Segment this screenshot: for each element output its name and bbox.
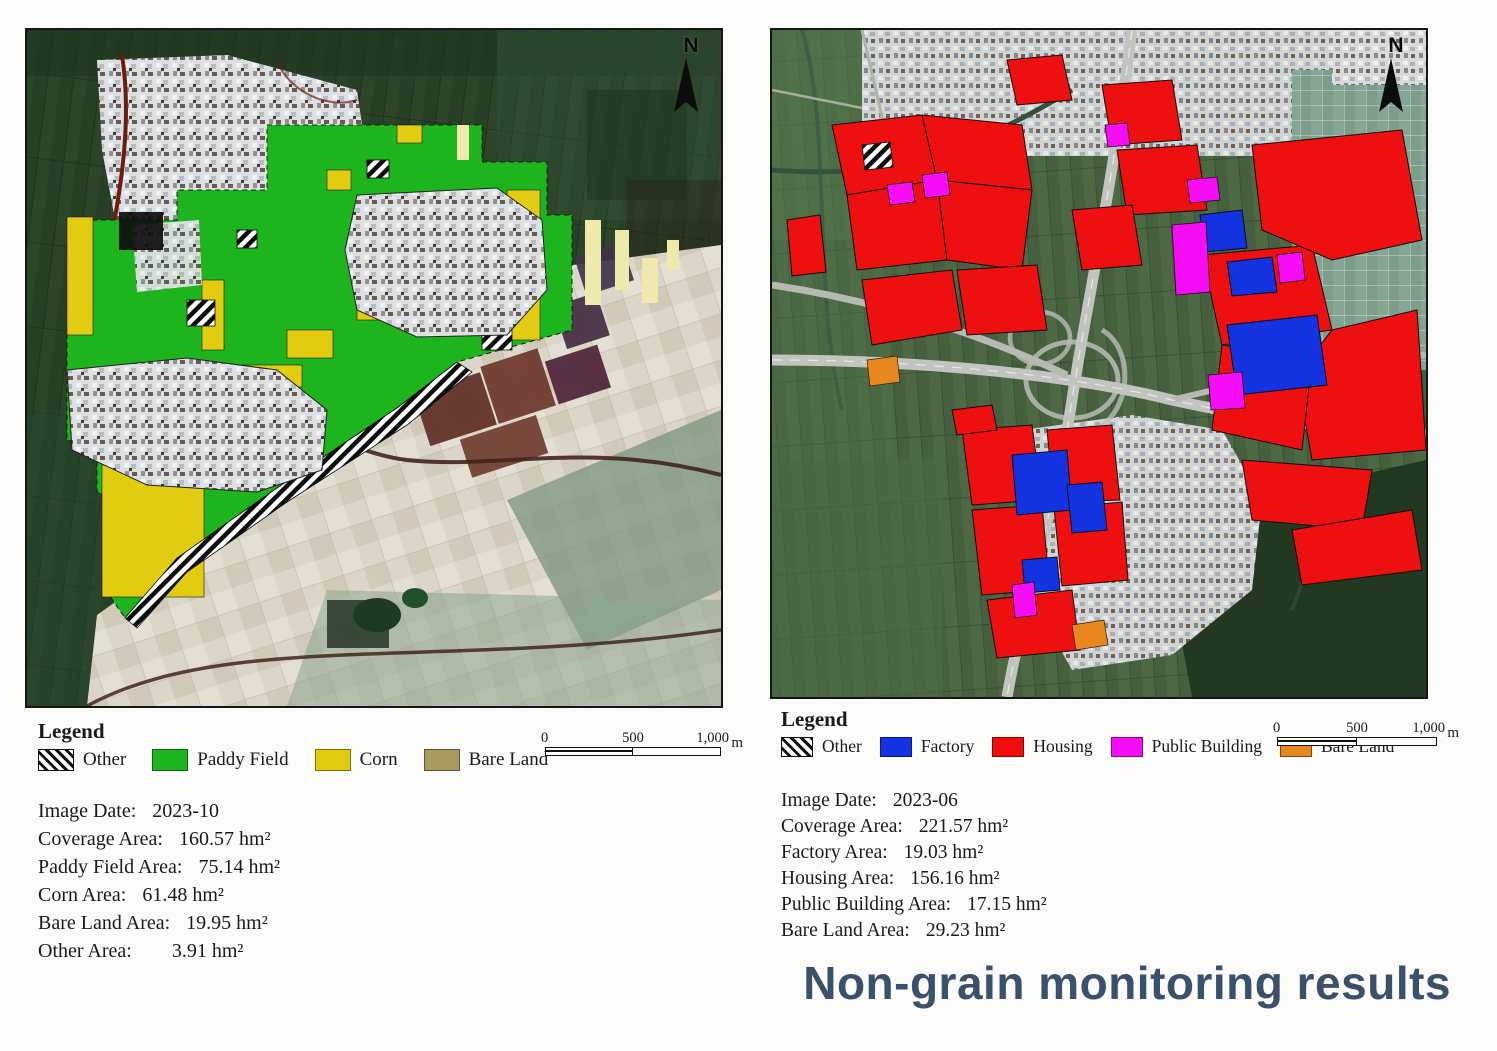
- bare-land-swatch: [423, 749, 460, 771]
- housing-swatch: [992, 736, 1025, 757]
- north-label: N: [1388, 34, 1404, 57]
- left-stats: Image Date: 2023-10 Coverage Area: 160.57 …: [38, 797, 280, 965]
- village-area: [66, 357, 328, 493]
- legend-item-public-building: Public Building: [1110, 736, 1262, 757]
- scale-unit-label: m: [731, 735, 743, 751]
- scale-start-label: 0: [1273, 720, 1281, 736]
- other-swatch: [781, 736, 813, 757]
- village-area: [344, 187, 548, 338]
- other-overlay: [861, 141, 894, 171]
- scale-end-label: 1,000: [696, 730, 729, 746]
- legend-label: Corn: [359, 749, 398, 770]
- scale-mid-label: 500: [622, 730, 644, 746]
- legend-item-factory: Factory: [879, 736, 975, 757]
- factory-overlay: [1011, 209, 1328, 594]
- legend-label: Other: [822, 736, 862, 756]
- legend-label: Housing: [1033, 736, 1093, 756]
- paddy-field-swatch: [152, 749, 189, 771]
- legend-label: Factory: [920, 736, 975, 756]
- bare-land-overlay: [866, 355, 1109, 651]
- stat-row: Public Building Area: 17.15 hm²: [781, 894, 1047, 915]
- page-title: Non-grain monitoring results: [803, 957, 1451, 1009]
- left-legend-title: Legend: [38, 719, 105, 743]
- legend-item-bare-land: Bare Land: [423, 749, 549, 771]
- right-stats: Image Date: 2023-06 Coverage Area: 221.57 …: [781, 788, 1047, 944]
- right-satellite-image: [772, 30, 1426, 697]
- north-arrow-icon: [1379, 58, 1403, 112]
- stat-row: Bare Land Area: 29.23 hm²: [781, 920, 1006, 941]
- stat-row: Bare Land Area: 19.95 hm²: [38, 912, 268, 934]
- other-swatch: [38, 749, 74, 771]
- scale-mid-label: 500: [1346, 720, 1368, 736]
- left-map: N: [25, 28, 723, 708]
- stat-row: Corn Area: 61.48 hm²: [38, 884, 224, 906]
- left-legend: Other Paddy Field Corn Bare Land: [38, 749, 574, 771]
- stat-row: Housing Area: 156.16 hm²: [781, 868, 1000, 889]
- legend-label: Public Building: [1151, 736, 1262, 756]
- stat-row: Image Date: 2023-10: [38, 800, 219, 822]
- left-scale-bar: 0 500 1,000 m: [541, 729, 743, 756]
- stat-row: Other Area: 3.91 hm²: [38, 940, 244, 962]
- stat-row: Paddy Field Area: 75.14 hm²: [38, 856, 280, 878]
- left-satellite-image: [27, 30, 721, 706]
- factory-swatch: [879, 736, 912, 757]
- north-arrow: N: [673, 34, 709, 114]
- right-map: N: [770, 28, 1428, 699]
- legend-label: Paddy Field: [197, 749, 289, 770]
- north-label: N: [683, 34, 699, 57]
- legend-item-housing: Housing: [992, 736, 1093, 757]
- stat-row: Coverage Area: 221.57 hm²: [781, 816, 1009, 837]
- legend-label: Other: [83, 749, 127, 770]
- legend-item-other: Other: [781, 736, 862, 757]
- right-scale-bar: 0 500 1,000 m: [1273, 719, 1459, 746]
- scale-unit-label: m: [1447, 725, 1459, 741]
- stat-row: Image Date: 2023-06: [781, 790, 958, 811]
- stat-row: Coverage Area: 160.57 hm²: [38, 828, 271, 850]
- north-arrow-icon: [674, 58, 698, 112]
- scale-end-label: 1,000: [1412, 720, 1445, 736]
- scale-start-label: 0: [541, 730, 549, 746]
- legend-item-corn: Corn: [314, 749, 398, 771]
- stat-row: Factory Area: 19.03 hm²: [781, 842, 984, 863]
- corn-swatch: [314, 749, 351, 771]
- legend-item-paddy-field: Paddy Field: [152, 749, 289, 771]
- north-arrow: N: [1378, 34, 1414, 114]
- public-building-swatch: [1110, 736, 1143, 757]
- legend-item-other: Other: [38, 749, 126, 771]
- public-building-overlay: [886, 122, 1306, 619]
- legend-label: Bare Land: [468, 749, 549, 770]
- right-legend-title: Legend: [781, 707, 848, 731]
